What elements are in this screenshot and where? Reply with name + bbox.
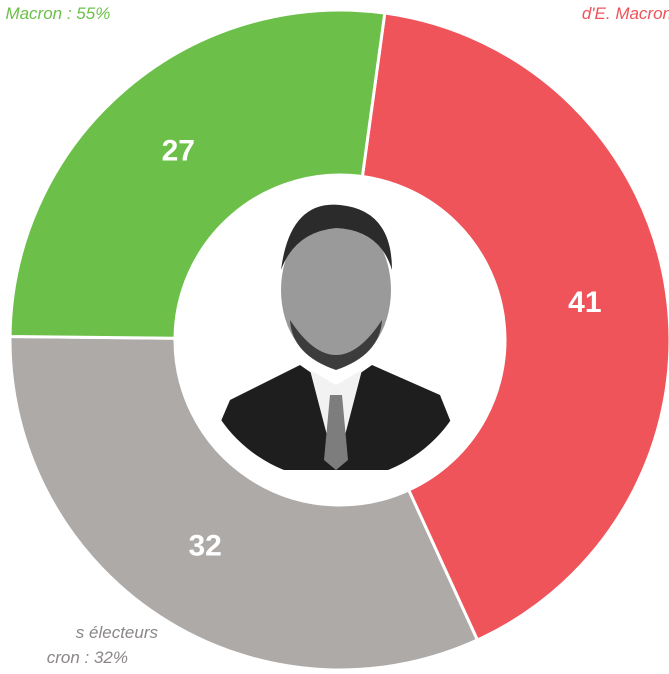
- annotation: . Macron : 55%: [0, 4, 110, 23]
- annotation: d'E. Macron: [582, 4, 669, 23]
- value-label: 32: [189, 529, 222, 562]
- value-label: 41: [568, 286, 601, 319]
- chart: 41 32 27 . Macron : 55% d'E. Macron s électeu…: [0, 0, 669, 674]
- portrait: [186, 190, 490, 490]
- value-label: 27: [162, 135, 195, 168]
- annotation: s électeurs: [76, 623, 159, 642]
- annotation: cron : 32%: [47, 648, 128, 667]
